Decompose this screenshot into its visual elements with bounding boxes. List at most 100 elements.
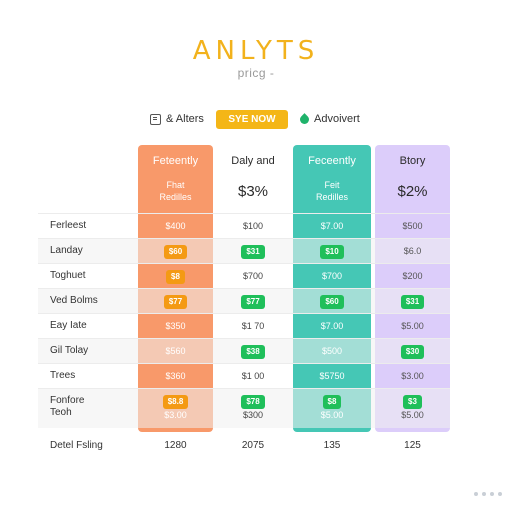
cell-value: $1 00 [241,371,265,381]
cell-stack: $3 $5.00 [375,395,450,421]
cta-button[interactable]: SYE NOW [216,109,288,129]
cell-value: $5.00 [320,410,344,420]
plan-header-2: Daly and $3% [217,155,289,200]
plan-header-3: Feceently Feit Redilles [293,155,371,203]
totals-label: Detel Fsling [50,440,103,451]
total-value: 2075 [241,440,265,451]
cell-value: $700 [242,271,264,281]
row-label: Eay Iate [50,320,87,331]
cell-value: $100 [242,221,264,231]
advert-label: Advoivert [314,113,360,125]
cell-value: $1 70 [241,321,265,331]
pagination-dots[interactable] [474,492,502,496]
cell-badge: $30 [375,345,450,359]
plan-name: Btory [399,155,426,167]
cell-value: $560 [165,346,186,356]
value-badge: $30 [400,345,425,359]
table-row: Toghuet $8 $700 $700 $200 [38,263,450,288]
alerts-link[interactable]: & Alters [150,113,216,125]
plan-price: $3% [237,183,269,200]
total-value: 135 [323,440,341,451]
cell-value: $5.00 [401,321,424,331]
plan-name: Feteently [152,155,199,167]
alerts-label: & Alters [166,113,204,125]
table-row: Gil Tolay $560 $38 $500 $30 [38,338,450,363]
plan-price: $2% [397,183,428,200]
comparison-table: Ferleest $400 $100 $7.00 $500 Landay $60… [38,213,450,428]
plan-feature-line: Redilles [315,192,348,202]
row-label: Landay [50,245,83,256]
alerts-icon [150,113,161,125]
value-badge: $77 [163,295,188,309]
cell-value: $200 [402,271,423,281]
cell-value: $7.00 [320,221,344,231]
row-label: Fonfore Teoh [50,395,84,419]
table-row: Eay Iate $350 $1 70 $7.00 $5.00 [38,313,450,338]
row-label: Toghuet [50,270,86,281]
cell-badge: $60 [138,245,213,259]
row-label: Ved Bolms [50,295,98,306]
cell-value: $400 [165,221,186,231]
row-label-line: Fonfore [50,395,85,406]
value-badge: $10 [320,245,344,259]
cell-badge: $77 [138,295,213,309]
row-label: Trees [50,370,76,381]
leaf-icon [298,112,311,126]
plan-name: Feceently [308,155,356,167]
cell-value: $300 [242,410,264,420]
advert-link[interactable]: Advoivert [298,112,360,126]
table-row: Fonfore Teoh $8.8 $3.00 $78 $300 $8 $5.0… [38,388,450,428]
cell-value: $7.00 [320,321,344,331]
cell-badge: $31 [375,295,450,309]
row-label: Ferleest [50,220,87,231]
cell-stack: $8 $5.00 [293,395,371,421]
cell-value: $500 [321,346,343,356]
table-row: Ved Bolms $77 $77 $60 $31 [38,288,450,313]
table-row: Trees $360 $1 00 $5750 $3.00 [38,363,450,388]
plan-name: Daly and [231,155,275,167]
cell-value: $5.00 [401,410,424,420]
plan-header-1: Feteently Fhat Redilles [138,155,213,203]
plan-feature-line: Redilles [159,192,192,202]
cell-badge: $10 [293,245,371,259]
value-badge: $77 [241,295,265,309]
value-badge: $78 [241,395,265,409]
page-subtitle: pricg - [237,66,275,80]
cell-badge: $38 [217,345,289,359]
cell-stack: $8.8 $3.00 [138,395,213,421]
plan-header-4: Btory $2% [375,155,450,200]
table-row: Landay $60 $31 $10 $6.0 [38,238,450,263]
cell-badge: $60 [293,295,371,309]
cell-badge: $77 [217,295,289,309]
totals-row: Detel Fsling 1280 2075 135 125 [38,440,450,456]
total-value: 1280 [164,440,187,451]
app-logo: ANLYTS [192,36,320,66]
value-badge: $31 [400,295,425,309]
value-badge: $8 [166,270,185,284]
value-badge: $31 [241,245,265,259]
value-badge: $60 [320,295,344,309]
plan-feature-line: Fhat [166,180,185,190]
cell-value: $3.00 [164,410,187,420]
value-badge: $8 [322,395,342,409]
cell-value: $6.0 [403,246,422,256]
value-badge: $8.8 [162,395,189,409]
cell-value: $700 [321,271,343,281]
cell-stack: $78 $300 [217,395,289,421]
table-row: Ferleest $400 $100 $7.00 $500 [38,213,450,238]
cell-value: $500 [402,221,423,231]
toolbar: & Alters SYE NOW Advoivert [150,108,360,130]
page-dot[interactable] [490,492,494,496]
page-dot[interactable] [482,492,486,496]
value-badge: $60 [163,245,188,259]
page-dot[interactable] [474,492,478,496]
total-value: 125 [404,440,421,451]
row-label-line: Teoh [50,407,72,418]
page-dot[interactable] [498,492,502,496]
value-badge: $38 [241,345,265,359]
cell-value: $350 [165,321,186,331]
cell-value: $360 [165,371,186,381]
value-badge: $3 [403,395,422,409]
cell-value: $3.00 [401,371,424,381]
cell-badge: $8 [138,270,213,284]
